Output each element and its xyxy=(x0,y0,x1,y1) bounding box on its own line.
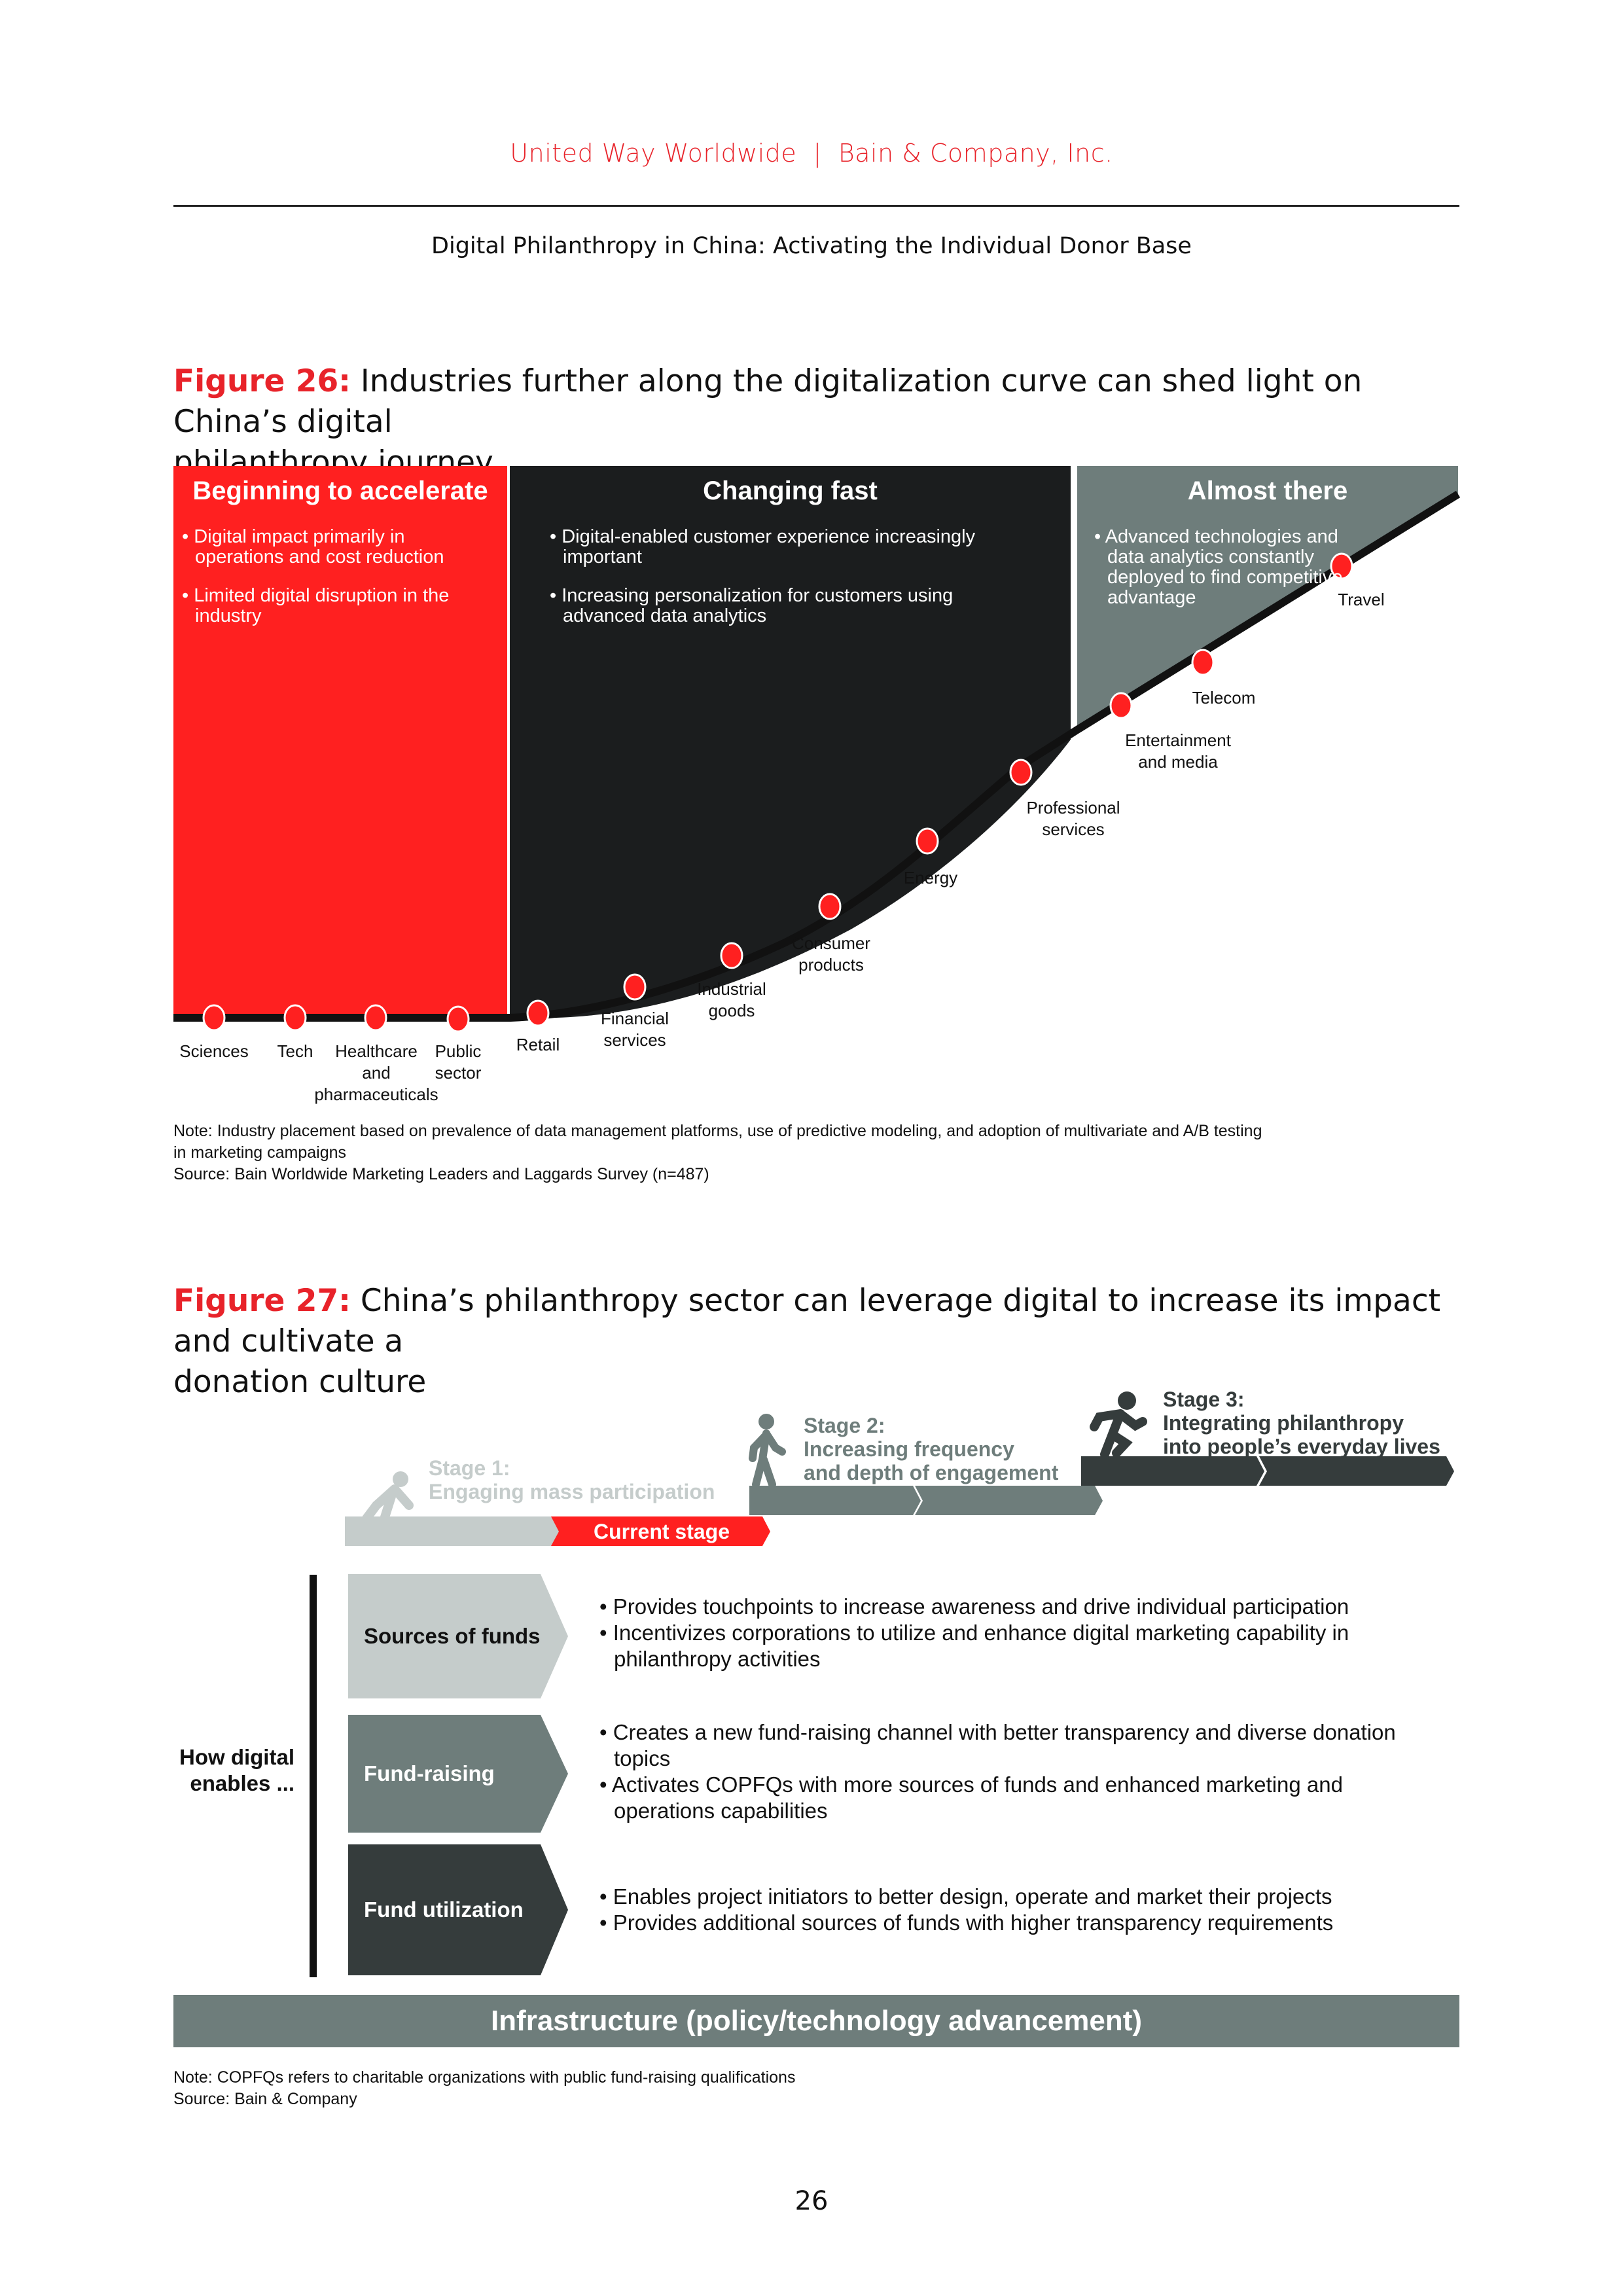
enablers-bracket xyxy=(310,1575,317,1977)
stage-2-text: Stage 2: Increasing frequency and depth … xyxy=(804,1414,1059,1484)
figure-26-notes: Note: Industry placement based on preval… xyxy=(173,1122,1262,1183)
fund-utilization-bullets: • Enables project initiators to better d… xyxy=(599,1884,1334,1935)
header-org-line: United Way Worldwide | Bain & Company, I… xyxy=(510,139,1113,168)
digitalization-curve-graphic xyxy=(173,466,1461,1033)
stage1-person-icon xyxy=(362,1471,414,1523)
panel-bullets-beginning: • Digital impact primarily in operations… xyxy=(182,526,450,626)
industry-label-healthcare: Healthcare and pharmaceuticals xyxy=(314,1041,438,1104)
enabler-chevrons xyxy=(348,1574,568,1975)
stage-1-text: Stage 1: Engaging mass participation xyxy=(429,1456,715,1503)
panel-heading-almost: Almost there xyxy=(1187,476,1348,505)
figure-27-label: Figure 27: xyxy=(173,1283,351,1319)
industry-label-professional-services: Professional services xyxy=(1026,798,1120,839)
industry-label-sciences: Sciences xyxy=(179,1041,249,1061)
panel-heading-changing: Changing fast xyxy=(703,476,878,505)
industry-label-industrial-goods: Industrial goods xyxy=(697,979,766,1020)
industry-label-public-sector: Public sector xyxy=(435,1041,482,1083)
fund-raising-bullets: • Creates a new fund-raising channel wit… xyxy=(599,1720,1396,1823)
figure-27-title: Figure 27: China’s philanthropy sector c… xyxy=(173,1283,1441,1400)
enabler-fund-utilization: Fund utilization xyxy=(364,1897,524,1922)
panel-heading-beginning: Beginning to accelerate xyxy=(192,476,488,505)
industry-label-consumer-products: Consumer products xyxy=(792,933,870,975)
header-divider xyxy=(173,205,1459,207)
figure-27-notes: Note: COPFQs refers to charitable organi… xyxy=(173,2068,796,2108)
industry-label-entertainment-media: Entertainment and media xyxy=(1125,730,1231,772)
industry-label-energy: Energy xyxy=(903,868,958,888)
page-number: 26 xyxy=(794,2186,829,2216)
stage2-person-icon xyxy=(749,1414,786,1488)
panel-bullets-almost: • Advanced technologies and data analyti… xyxy=(1094,526,1343,608)
industry-label-travel: Travel xyxy=(1338,590,1385,609)
stages-staircase-graphic xyxy=(345,1391,1454,1546)
industry-label-financial-services: Financial services xyxy=(600,1009,669,1050)
infrastructure-bar: Infrastructure (policy/technology advanc… xyxy=(173,1995,1459,2047)
header-subtitle: Digital Philanthropy in China: Activatin… xyxy=(431,233,1192,259)
figure-26-chart: Beginning to accelerate Changing fast Al… xyxy=(0,0,1623,1113)
current-stage-badge: Current stage xyxy=(593,1519,730,1543)
industry-label-telecom: Telecom xyxy=(1192,688,1256,708)
panel-bullets-changing: • Digital-enabled customer experience in… xyxy=(550,526,976,626)
how-digital-enables-label: How digital enables ... xyxy=(179,1745,294,1795)
industry-label-retail: Retail xyxy=(516,1035,560,1054)
industry-label-tech: Tech xyxy=(277,1041,313,1061)
stage3-person-icon xyxy=(1090,1391,1147,1459)
stage-3-text: Stage 3: Integrating philanthropy into p… xyxy=(1163,1388,1440,1458)
enabler-sources-of-funds: Sources of funds xyxy=(364,1624,541,1648)
sources-of-funds-bullets: • Provides touchpoints to increase aware… xyxy=(599,1594,1349,1671)
enabler-fund-raising: Fund-raising xyxy=(364,1761,495,1785)
figure-26-label: Figure 26: xyxy=(173,363,351,399)
